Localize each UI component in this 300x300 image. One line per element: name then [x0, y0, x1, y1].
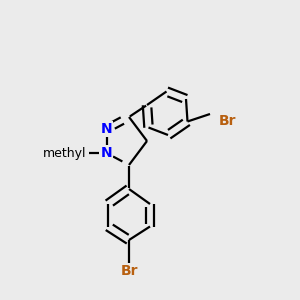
Text: N: N — [101, 122, 112, 136]
Text: methyl: methyl — [43, 146, 86, 160]
Text: Br: Br — [120, 264, 138, 278]
Text: N: N — [101, 146, 112, 160]
Text: Br: Br — [219, 114, 236, 128]
